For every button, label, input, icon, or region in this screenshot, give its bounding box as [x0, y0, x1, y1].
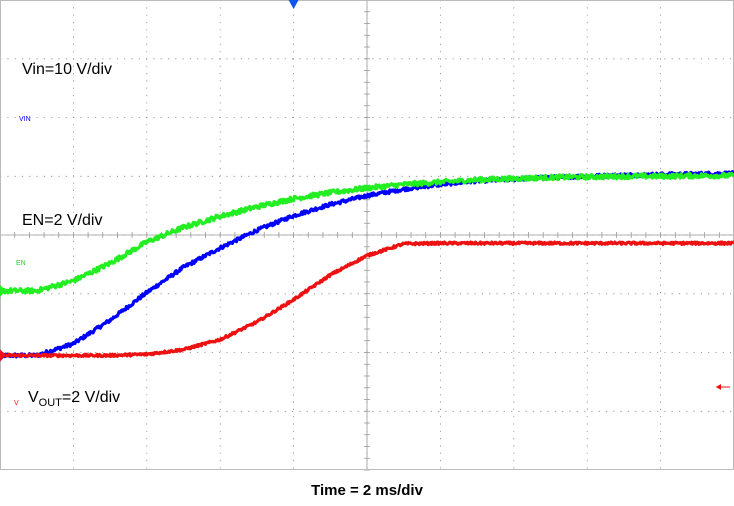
vout-channel-tag: V	[14, 400, 19, 407]
trace-en	[0, 171, 734, 295]
en-scale-annotation: EN=2 V/div	[22, 212, 102, 229]
x-axis-label: Time = 2 ms/div	[311, 482, 423, 499]
channel-markers	[0, 0, 730, 390]
vout-scale-annotation: VOUT=2 V/div	[28, 389, 120, 409]
traces	[0, 170, 734, 359]
vout-scale-prefix: V	[28, 389, 39, 406]
trigger-position-marker	[288, 0, 299, 9]
trigger-level-arrow-head	[716, 384, 721, 390]
vin-channel-tag: VIN	[19, 116, 31, 123]
vout-scale-suffix: =2 V/div	[62, 389, 120, 406]
oscilloscope-plot: Vin=10 V/div EN=2 V/div VOUT=2 V/div VIN…	[0, 0, 734, 471]
channel-marker-en	[0, 284, 6, 297]
channel-marker-vout	[0, 349, 6, 362]
en-channel-tag: EN	[16, 260, 26, 267]
trace-vout	[0, 240, 734, 359]
vin-scale-annotation: Vin=10 V/div	[22, 61, 112, 78]
vout-scale-subscript: OUT	[39, 397, 63, 409]
